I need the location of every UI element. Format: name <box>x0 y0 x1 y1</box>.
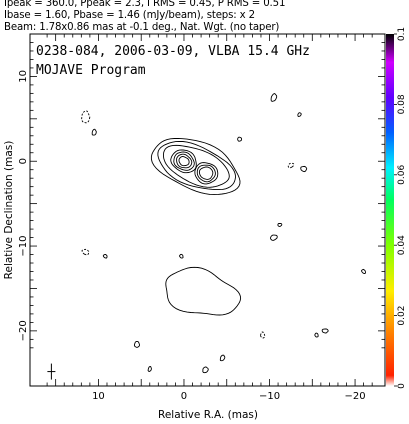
contour-noise <box>202 366 209 374</box>
contour-envelope <box>157 140 236 191</box>
plot-frame <box>29 33 386 387</box>
y-tick-label: −20 <box>18 320 29 341</box>
contour-noise <box>277 222 283 227</box>
header-line-1: Ipeak = 360.0, Ppeak = 2.3, I RMS = 0.45… <box>4 0 286 9</box>
contour-noise <box>260 331 266 339</box>
contour-noise <box>81 248 90 256</box>
contour-noise <box>297 112 302 117</box>
y-tick-label: −10 <box>18 235 29 256</box>
map-extras <box>47 363 56 380</box>
contour-core <box>176 153 193 169</box>
contour-noise <box>270 92 278 102</box>
x-tick-label: −20 <box>345 391 366 402</box>
contour-noise <box>237 136 243 142</box>
contour-core <box>178 156 190 167</box>
contour-group <box>81 92 366 374</box>
contour-core <box>170 149 197 174</box>
colorbar-tick-label: 0.02 <box>397 306 407 326</box>
contour-noise <box>133 340 140 348</box>
colorbar-tick-label: 0.04 <box>397 235 407 255</box>
contour-noise <box>179 253 184 259</box>
contour-noise <box>81 110 91 124</box>
colorbar-tick-label: 0 <box>397 383 407 389</box>
contour-jet <box>198 166 214 180</box>
contour-jet <box>194 162 219 185</box>
colorbar-tick-label: 0.1 <box>397 27 407 41</box>
x-tick-label: 10 <box>92 391 105 402</box>
y-tick-label: 10 <box>18 70 29 83</box>
x-tick-label: 0 <box>181 391 187 402</box>
contour-jet <box>196 164 216 183</box>
contour-noise <box>287 162 295 169</box>
axis-ticks <box>30 33 385 386</box>
contour-noise <box>102 254 108 259</box>
contour-noise <box>361 268 366 274</box>
colorbar-ticks: 0 0.02 0.04 0.06 0.08 0.1 <box>394 27 407 389</box>
contour-noise <box>321 328 329 334</box>
contour-noise <box>270 234 278 241</box>
y-axis-label: Relative Declination (mas) <box>3 141 15 280</box>
header-line-3: Beam: 1.78x0.86 mas at -0.1 deg., Nat. W… <box>4 22 280 33</box>
colorbar-tick-label: 0.08 <box>397 94 407 114</box>
contour-envelope <box>163 144 230 188</box>
contour-noise <box>300 165 308 173</box>
contour-noise <box>219 354 226 362</box>
colorbar <box>386 34 394 386</box>
header-line-2: Ibase = 1.60, Pbase = 1.46 (mJy/beam), s… <box>4 10 255 21</box>
contour-noise <box>147 366 152 372</box>
y-tick-label: 0 <box>18 158 29 164</box>
map-header: Ipeak = 360.0, Ppeak = 2.3, I RMS = 0.45… <box>4 0 404 34</box>
contour-envelope <box>150 137 241 196</box>
axis-tick-labels: 10 0 −10 −20 10 0 −10 −20 <box>18 70 366 402</box>
contour-noise <box>314 332 319 338</box>
x-axis-label: Relative R.A. (mas) <box>158 409 258 421</box>
contour-south <box>165 266 242 316</box>
contour-noise <box>91 128 97 136</box>
contour-core <box>173 151 195 171</box>
source-title: 0238-084, 2006-03-09, VLBA 15.4 GHz <box>36 44 310 59</box>
x-tick-label: −10 <box>259 391 280 402</box>
program-label: MOJAVE Program <box>36 63 146 78</box>
colorbar-tick-label: 0.06 <box>397 165 407 185</box>
